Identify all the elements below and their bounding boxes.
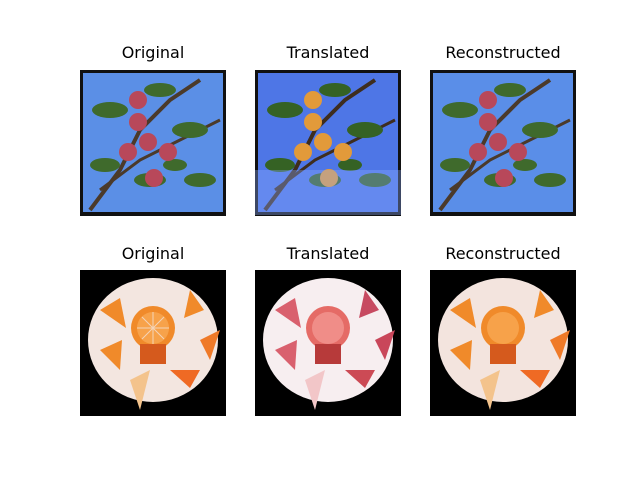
orange-original-image xyxy=(80,270,226,416)
apple-original-image xyxy=(80,70,226,216)
orange-reconstructed-image xyxy=(430,270,576,416)
panel-title: Translated xyxy=(286,43,370,62)
panel-title: Original xyxy=(121,244,185,263)
orange-translated-image xyxy=(255,270,401,416)
panel-title: Original xyxy=(121,43,185,62)
apple-translated-image xyxy=(255,70,401,216)
panel-title: Reconstructed xyxy=(445,244,561,263)
apple-reconstructed-image xyxy=(430,70,576,216)
panel-title: Translated xyxy=(286,244,370,263)
panel-title: Reconstructed xyxy=(445,43,561,62)
